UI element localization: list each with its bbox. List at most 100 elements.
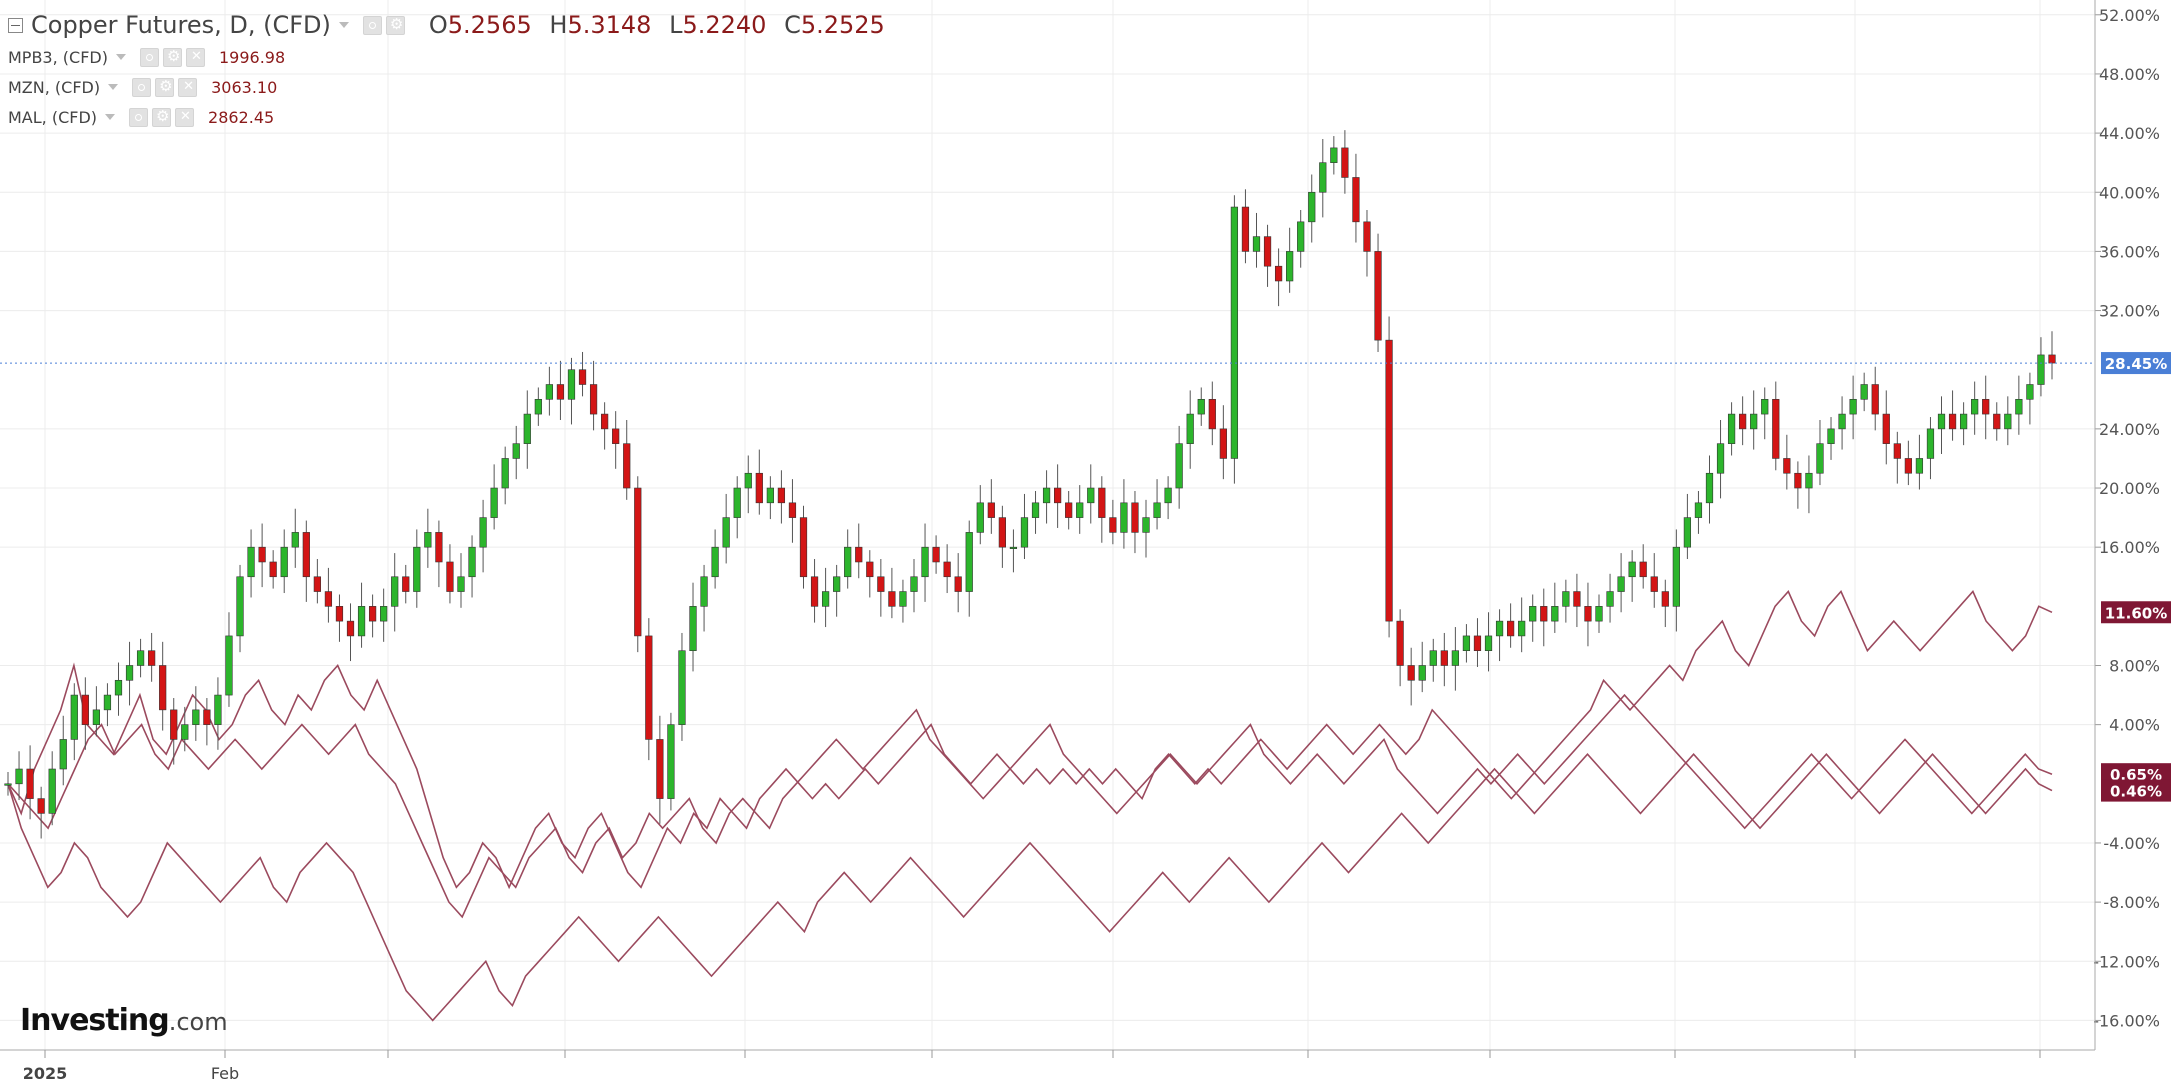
close-icon[interactable] bbox=[178, 77, 198, 97]
candle-body bbox=[70, 694, 78, 740]
price-label-text: 11.60% bbox=[2105, 604, 2167, 622]
candle-body bbox=[678, 650, 686, 725]
gear-icon[interactable] bbox=[155, 77, 175, 97]
candle bbox=[70, 683, 78, 761]
candle-body bbox=[1650, 576, 1658, 592]
open-key: O bbox=[428, 11, 448, 39]
candle-body bbox=[601, 413, 609, 430]
overlay-name[interactable]: MZN, (CFD) bbox=[8, 77, 101, 97]
candle-body bbox=[855, 546, 863, 563]
candle-body bbox=[932, 546, 940, 563]
candle bbox=[998, 505, 1006, 568]
candle bbox=[1252, 212, 1261, 268]
candle bbox=[799, 505, 808, 589]
close-icon[interactable] bbox=[175, 107, 195, 127]
candle bbox=[667, 712, 675, 811]
candle bbox=[1153, 479, 1161, 530]
chevron-down-icon[interactable] bbox=[115, 54, 126, 60]
y-tick-label: 32.00% bbox=[2099, 302, 2160, 321]
candle-body bbox=[203, 709, 211, 725]
candle-body bbox=[766, 487, 774, 504]
candle-body bbox=[1352, 177, 1360, 223]
candle-body bbox=[1020, 517, 1029, 548]
candle-body bbox=[225, 635, 233, 696]
price-label-text: 28.45% bbox=[2105, 355, 2167, 373]
chevron-down-icon[interactable] bbox=[338, 22, 349, 28]
candle-body bbox=[413, 546, 421, 592]
candle-body bbox=[1573, 591, 1581, 607]
overlay-name[interactable]: MAL, (CFD) bbox=[8, 107, 98, 127]
candle-body bbox=[402, 576, 410, 592]
candle bbox=[15, 751, 23, 801]
candle-body bbox=[1959, 413, 1968, 430]
eye-icon[interactable] bbox=[362, 15, 382, 35]
candle bbox=[2037, 337, 2045, 397]
candle bbox=[1352, 153, 1360, 243]
candle-body bbox=[1241, 206, 1250, 252]
gear-icon[interactable] bbox=[152, 107, 172, 127]
candle bbox=[1551, 582, 1559, 633]
candle-body bbox=[711, 546, 719, 578]
candle-body bbox=[335, 606, 344, 622]
eye-icon[interactable] bbox=[132, 77, 152, 97]
candle-body bbox=[954, 576, 962, 592]
candle bbox=[81, 677, 89, 750]
eye-icon[interactable] bbox=[139, 47, 159, 67]
candle bbox=[1739, 396, 1747, 446]
main-series-title[interactable]: Copper Futures, D, (CFD) bbox=[31, 11, 331, 39]
high-value: 5.3148 bbox=[567, 11, 652, 39]
candle bbox=[391, 553, 399, 632]
candle-body bbox=[556, 384, 565, 400]
candle-body bbox=[1661, 591, 1669, 607]
price-label-bg bbox=[2101, 601, 2171, 624]
candle-body bbox=[490, 487, 498, 518]
candle bbox=[777, 470, 786, 524]
candle bbox=[1694, 490, 1703, 534]
overlay-legend-mzn: MZN, (CFD) 3063.10 bbox=[8, 72, 885, 102]
candle-body bbox=[1054, 487, 1062, 504]
candle bbox=[1573, 573, 1581, 628]
candle bbox=[943, 544, 951, 594]
candle-body bbox=[1816, 443, 1824, 474]
candle bbox=[468, 535, 476, 598]
candle-body bbox=[1042, 487, 1051, 504]
chevron-down-icon[interactable] bbox=[105, 114, 116, 120]
overlay-name[interactable]: MPB3, (CFD) bbox=[8, 47, 108, 67]
main-series-legend: Copper Futures, D, (CFD) O5.2565 H5.3148… bbox=[8, 8, 885, 42]
candle-body bbox=[181, 724, 189, 740]
eye-icon[interactable] bbox=[129, 107, 149, 127]
chevron-down-icon[interactable] bbox=[108, 84, 119, 90]
candle bbox=[722, 493, 730, 564]
candle bbox=[755, 449, 763, 515]
candle bbox=[556, 360, 565, 420]
candle-body bbox=[136, 650, 145, 666]
candle-body bbox=[114, 679, 123, 696]
candle-body bbox=[468, 546, 476, 578]
collapse-icon[interactable] bbox=[8, 17, 23, 33]
candle-body bbox=[1308, 191, 1316, 223]
candle bbox=[733, 476, 741, 539]
overlay-value: 2862.45 bbox=[208, 107, 275, 127]
candle-body bbox=[976, 502, 984, 533]
candle-body bbox=[1518, 620, 1526, 637]
candle bbox=[192, 686, 200, 741]
candle-body bbox=[634, 487, 642, 637]
candle bbox=[1716, 420, 1725, 499]
candle-body bbox=[159, 665, 167, 711]
close-icon[interactable] bbox=[185, 47, 205, 67]
candle-body bbox=[1363, 221, 1371, 252]
candle bbox=[1518, 597, 1526, 653]
candle-body bbox=[1418, 665, 1426, 681]
candle-body bbox=[1584, 606, 1592, 622]
gear-icon[interactable] bbox=[385, 15, 405, 35]
candle-body bbox=[1219, 428, 1227, 459]
candle bbox=[1473, 618, 1482, 667]
overlay-legend-mal: MAL, (CFD) 2862.45 bbox=[8, 102, 885, 132]
candle bbox=[159, 641, 167, 731]
candle bbox=[457, 553, 465, 608]
candle-body bbox=[214, 694, 222, 725]
gear-icon[interactable] bbox=[162, 47, 182, 67]
candle-body bbox=[2037, 354, 2045, 385]
